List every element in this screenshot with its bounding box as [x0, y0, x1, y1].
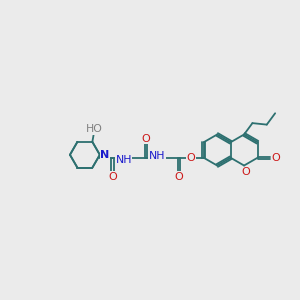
Text: O: O [186, 153, 195, 163]
Text: NH: NH [149, 151, 165, 161]
Text: N: N [100, 150, 110, 160]
Text: HO: HO [85, 124, 102, 134]
Text: NH: NH [116, 154, 132, 165]
Text: O: O [271, 153, 280, 163]
Text: O: O [175, 172, 184, 182]
Text: O: O [241, 167, 250, 177]
Text: O: O [108, 172, 117, 182]
Text: O: O [141, 134, 150, 144]
